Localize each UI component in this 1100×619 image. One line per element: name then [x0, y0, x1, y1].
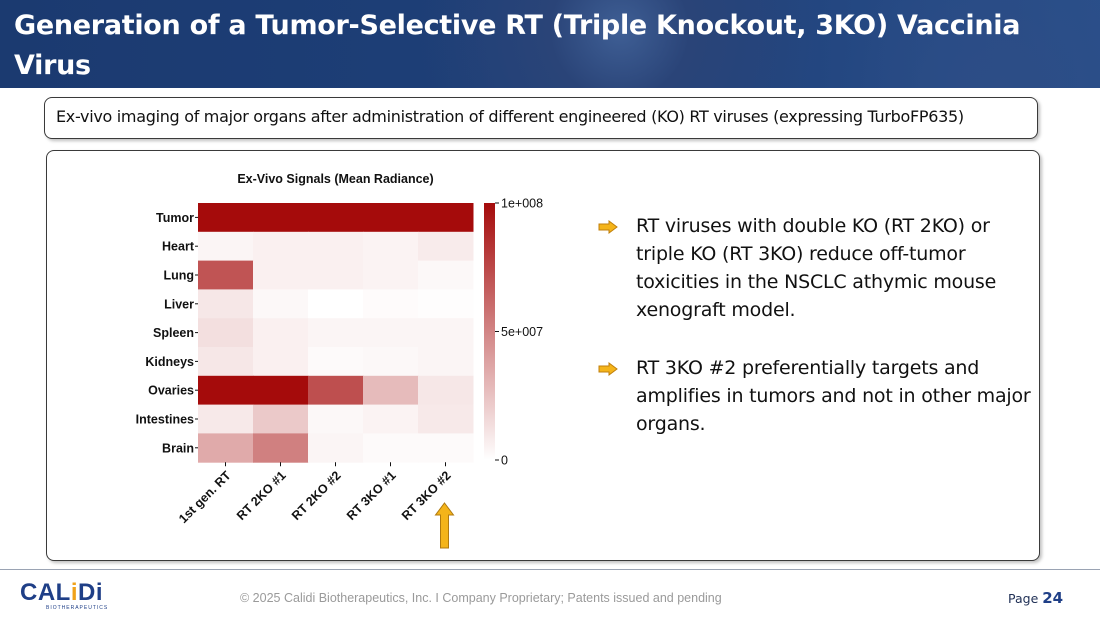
heatmap-cell [198, 318, 254, 348]
heatmap-cell [308, 318, 364, 348]
row-label: Liver [164, 297, 194, 311]
bullet-text: RT 3KO #2 preferentially targets and amp… [636, 357, 1031, 435]
footer-divider [0, 569, 1100, 570]
heatmap-cell [418, 433, 474, 463]
heatmap-cell [198, 404, 254, 434]
heatmap-cell [363, 260, 419, 290]
company-logo: CALiDi BIOTHERAPEUTICS [20, 579, 112, 612]
heatmap-cell [363, 404, 419, 434]
row-label: Kidneys [145, 355, 194, 369]
heatmap-cell [308, 260, 364, 290]
heatmap-cell [198, 231, 254, 262]
heatmap-cell [363, 433, 419, 463]
heatmap-cell [418, 347, 474, 377]
right-arrow-icon [598, 220, 618, 234]
heatmap-cell [253, 375, 309, 406]
header-banner: Generation of a Tumor-Selective RT (Trip… [0, 0, 1100, 88]
row-label: Lung [163, 269, 194, 283]
heatmap-cell [308, 289, 364, 319]
right-arrow-icon [598, 362, 618, 376]
heatmap-cell [363, 375, 419, 406]
heatmap-cell [308, 433, 364, 463]
heatmap-cell [308, 375, 364, 406]
row-label: Intestines [136, 413, 194, 427]
heatmap-cell [308, 347, 364, 377]
page-label: Page [1008, 591, 1039, 606]
heatmap-cell [363, 203, 419, 233]
heatmap-cell [308, 231, 364, 262]
row-label: Brain [162, 441, 194, 455]
logo-text: CALiDi [20, 579, 103, 606]
heatmap-cell [363, 231, 419, 262]
heatmap-cell [198, 375, 254, 406]
row-label: Ovaries [148, 384, 194, 398]
chart-title: Ex-Vivo Signals (Mean Radiance) [237, 172, 433, 186]
colorbar [484, 203, 495, 460]
subtitle-box: Ex-vivo imaging of major organs after ad… [44, 97, 1038, 139]
bullet-list: RT viruses with double KO (RT 2KO) or tr… [596, 212, 1036, 438]
heatmap-cell [253, 404, 309, 434]
column-label: 1st gen. RT [176, 468, 234, 526]
heatmap-cell [198, 347, 254, 377]
colorbar-label: 1e+008 [501, 197, 543, 211]
bullet-text: RT viruses with double KO (RT 2KO) or tr… [636, 215, 997, 321]
heatmap-cell [363, 318, 419, 348]
page-number-value: 24 [1042, 589, 1064, 607]
heatmap-cell [418, 404, 474, 434]
up-arrow-icon [434, 502, 455, 549]
colorbar-label: 0 [501, 454, 508, 468]
heatmap-cell [418, 203, 474, 233]
heatmap-cell [253, 260, 309, 290]
heatmap-cell [418, 375, 474, 406]
heatmap-cell [198, 289, 254, 319]
bullet-item: RT 3KO #2 preferentially targets and amp… [596, 354, 1036, 438]
bullet-item: RT viruses with double KO (RT 2KO) or tr… [596, 212, 1036, 324]
slide-title: Generation of a Tumor-Selective RT (Trip… [14, 10, 1021, 81]
row-label: Tumor [156, 211, 194, 225]
heatmap-cell [198, 433, 254, 463]
heatmap-cell [253, 203, 309, 233]
heatmap-cell [308, 404, 364, 434]
heatmap-cell [253, 318, 309, 348]
heatmap-cell [253, 289, 309, 319]
column-label: RT 2KO #2 [289, 468, 344, 523]
column-label: RT 2KO #1 [234, 468, 289, 523]
heatmap-cell [253, 347, 309, 377]
subtitle-text: Ex-vivo imaging of major organs after ad… [56, 107, 964, 126]
heatmap-cell [308, 203, 364, 233]
heatmap-cell [363, 347, 419, 377]
heatmap-cell [198, 203, 254, 233]
footer-copyright: © 2025 Calidi Biotherapeutics, Inc. I Co… [240, 591, 722, 605]
logo-subtext: BIOTHERAPEUTICS [46, 605, 109, 611]
row-label: Spleen [153, 326, 194, 340]
heatmap-cell [418, 318, 474, 348]
heatmap-cell [418, 289, 474, 319]
column-label: RT 3KO #1 [344, 468, 399, 523]
colorbar-label: 5e+007 [501, 325, 543, 339]
heatmap-cell [418, 231, 474, 262]
row-label: Heart [162, 240, 195, 254]
heatmap-cell [253, 231, 309, 262]
page-number: Page 24 [1008, 589, 1063, 607]
heatmap-cell [198, 260, 254, 290]
heatmap-cell [363, 289, 419, 319]
heatmap-cell [253, 433, 309, 463]
heatmap-cell [418, 260, 474, 290]
